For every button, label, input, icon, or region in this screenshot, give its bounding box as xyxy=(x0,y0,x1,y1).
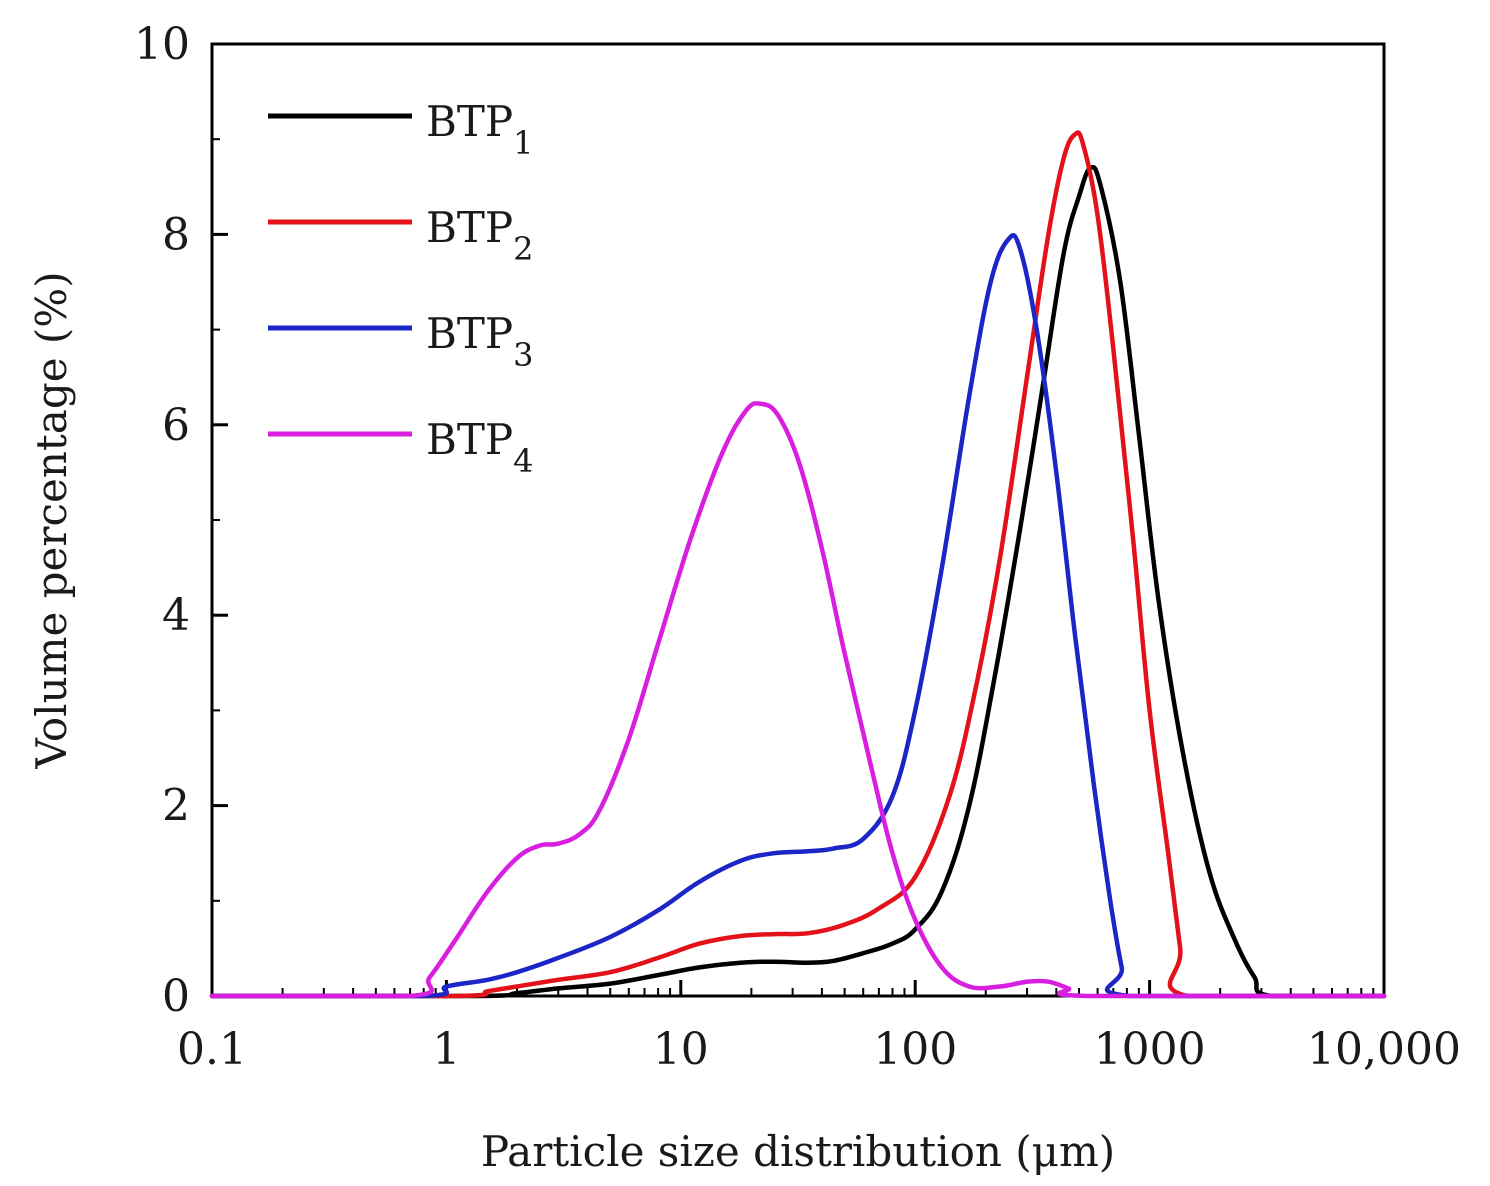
series-line-btp1 xyxy=(209,164,1387,999)
legend-label: BTP1 xyxy=(426,97,534,162)
y-tick-label: 10 xyxy=(134,19,190,70)
legend: BTP1 BTP2 BTP3 BTP4 xyxy=(268,97,534,480)
legend-label: BTP4 xyxy=(426,415,534,480)
y-axis-title: Volume percentage (%) xyxy=(27,271,76,769)
x-tick-label: 100 xyxy=(873,1024,957,1075)
y-tick-label: 0 xyxy=(162,971,190,1022)
y-tick-label: 8 xyxy=(162,209,190,260)
x-tick-labels: 0.1 1 10 100 1000 10,000 xyxy=(177,1024,1461,1075)
series-group xyxy=(209,130,1387,999)
y-tick-labels: 0 2 4 6 8 10 xyxy=(134,19,190,1022)
x-axis-title: Particle size distribution (μm) xyxy=(481,1127,1115,1176)
x-tick-label: 1 xyxy=(432,1024,460,1075)
y-tick-label: 4 xyxy=(162,590,190,641)
x-tick-label: 0.1 xyxy=(177,1024,247,1075)
series-line-btp4 xyxy=(209,400,1387,999)
legend-label: BTP3 xyxy=(426,309,534,374)
x-tick-label: 10,000 xyxy=(1307,1024,1461,1075)
y-tick-label: 2 xyxy=(162,781,190,832)
minor-ticks xyxy=(212,138,1375,996)
y-tick-label: 6 xyxy=(162,400,190,451)
legend-label: BTP2 xyxy=(426,203,534,268)
x-tick-label: 10 xyxy=(653,1024,709,1075)
x-tick-label: 1000 xyxy=(1094,1024,1206,1075)
series-line-btp3 xyxy=(209,233,1387,999)
series-line-btp2 xyxy=(209,130,1387,999)
